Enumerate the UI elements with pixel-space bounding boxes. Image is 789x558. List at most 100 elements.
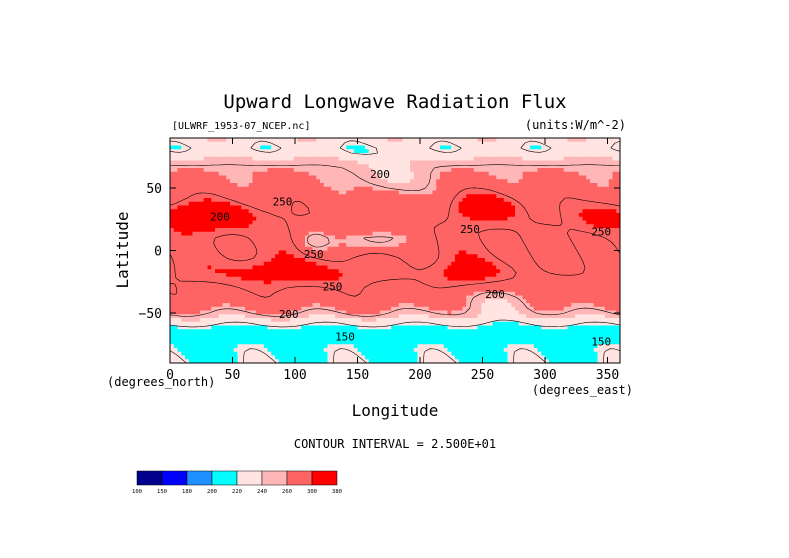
field-cell bbox=[406, 291, 411, 296]
field-cell bbox=[323, 160, 328, 165]
field-cell bbox=[241, 205, 246, 210]
field-cell bbox=[271, 273, 276, 278]
field-cell bbox=[526, 231, 531, 236]
field-cell bbox=[485, 284, 490, 289]
field-cell bbox=[282, 216, 287, 221]
field-cell bbox=[312, 205, 317, 210]
field-cell bbox=[335, 171, 340, 176]
field-cell bbox=[353, 186, 358, 191]
field-cell bbox=[571, 153, 576, 158]
field-cell bbox=[496, 254, 501, 259]
field-cell bbox=[372, 198, 377, 203]
field-cell bbox=[545, 220, 550, 225]
field-cell bbox=[428, 239, 433, 244]
field-cell bbox=[282, 239, 287, 244]
field-cell bbox=[275, 246, 280, 251]
field-cell bbox=[376, 209, 381, 214]
field-cell bbox=[215, 145, 220, 150]
field-cell bbox=[402, 201, 407, 206]
field-cell bbox=[515, 254, 520, 259]
field-cell bbox=[515, 190, 520, 195]
field-cell bbox=[181, 231, 186, 236]
field-cell bbox=[278, 284, 283, 289]
field-cell bbox=[413, 198, 418, 203]
field-cell bbox=[578, 149, 583, 154]
field-cell bbox=[515, 179, 520, 184]
field-cell bbox=[511, 228, 516, 233]
field-cell bbox=[597, 250, 602, 255]
field-cell bbox=[601, 273, 606, 278]
field-cell bbox=[342, 291, 347, 296]
field-cell bbox=[305, 216, 310, 221]
field-cell bbox=[563, 261, 568, 266]
field-cell bbox=[522, 231, 527, 236]
field-cell bbox=[477, 179, 482, 184]
field-cell bbox=[590, 156, 595, 161]
field-cell bbox=[177, 156, 182, 161]
field-cell bbox=[522, 201, 527, 206]
field-cell bbox=[597, 273, 602, 278]
field-cell bbox=[237, 291, 242, 296]
field-cell bbox=[556, 243, 561, 248]
field-cell bbox=[447, 280, 452, 285]
field-cell bbox=[338, 288, 343, 293]
field-cell bbox=[267, 160, 272, 165]
field-cell bbox=[263, 231, 268, 236]
field-cell bbox=[605, 198, 610, 203]
field-cell bbox=[207, 190, 212, 195]
field-cell bbox=[563, 228, 568, 233]
field-cell bbox=[451, 258, 456, 263]
field-cell bbox=[188, 209, 193, 214]
field-cell bbox=[365, 254, 370, 259]
field-cell bbox=[233, 190, 238, 195]
field-cell bbox=[256, 254, 261, 259]
field-cell bbox=[537, 179, 542, 184]
field-cell bbox=[316, 250, 321, 255]
field-cell bbox=[473, 235, 478, 240]
field-cell bbox=[226, 156, 231, 161]
field-cell bbox=[256, 209, 261, 214]
field-cell bbox=[578, 179, 583, 184]
field-cell bbox=[470, 280, 475, 285]
field-cell bbox=[473, 239, 478, 244]
field-cell bbox=[477, 145, 482, 150]
field-cell bbox=[432, 265, 437, 270]
field-cell bbox=[488, 141, 493, 146]
field-cell bbox=[410, 250, 415, 255]
field-cell bbox=[455, 276, 460, 281]
field-cell bbox=[252, 284, 257, 289]
field-cell bbox=[447, 228, 452, 233]
field-cell bbox=[616, 141, 621, 146]
field-cell bbox=[196, 265, 201, 270]
field-cell bbox=[260, 156, 265, 161]
field-cell bbox=[233, 209, 238, 214]
field-cell bbox=[218, 201, 223, 206]
field-cell bbox=[593, 235, 598, 240]
field-cell bbox=[537, 145, 542, 150]
field-cell bbox=[342, 149, 347, 154]
field-cell bbox=[548, 205, 553, 210]
field-cell bbox=[342, 141, 347, 146]
field-cell bbox=[612, 171, 617, 176]
field-cell bbox=[608, 213, 613, 218]
field-cell bbox=[346, 220, 351, 225]
field-cell bbox=[245, 183, 250, 188]
field-cell bbox=[365, 288, 370, 293]
field-cell bbox=[263, 175, 268, 180]
field-cell bbox=[582, 224, 587, 229]
field-cell bbox=[496, 171, 501, 176]
field-cell bbox=[545, 141, 550, 146]
field-cell bbox=[496, 243, 501, 248]
field-cell bbox=[342, 138, 347, 143]
field-cell bbox=[511, 186, 516, 191]
field-cell bbox=[530, 265, 535, 270]
field-cell bbox=[605, 250, 610, 255]
field-cell bbox=[241, 138, 246, 143]
field-cell bbox=[552, 243, 557, 248]
field-cell bbox=[331, 265, 336, 270]
field-cell bbox=[571, 284, 576, 289]
field-cell bbox=[241, 201, 246, 206]
field-cell bbox=[380, 198, 385, 203]
field-cell bbox=[548, 186, 553, 191]
field-cell bbox=[192, 288, 197, 293]
